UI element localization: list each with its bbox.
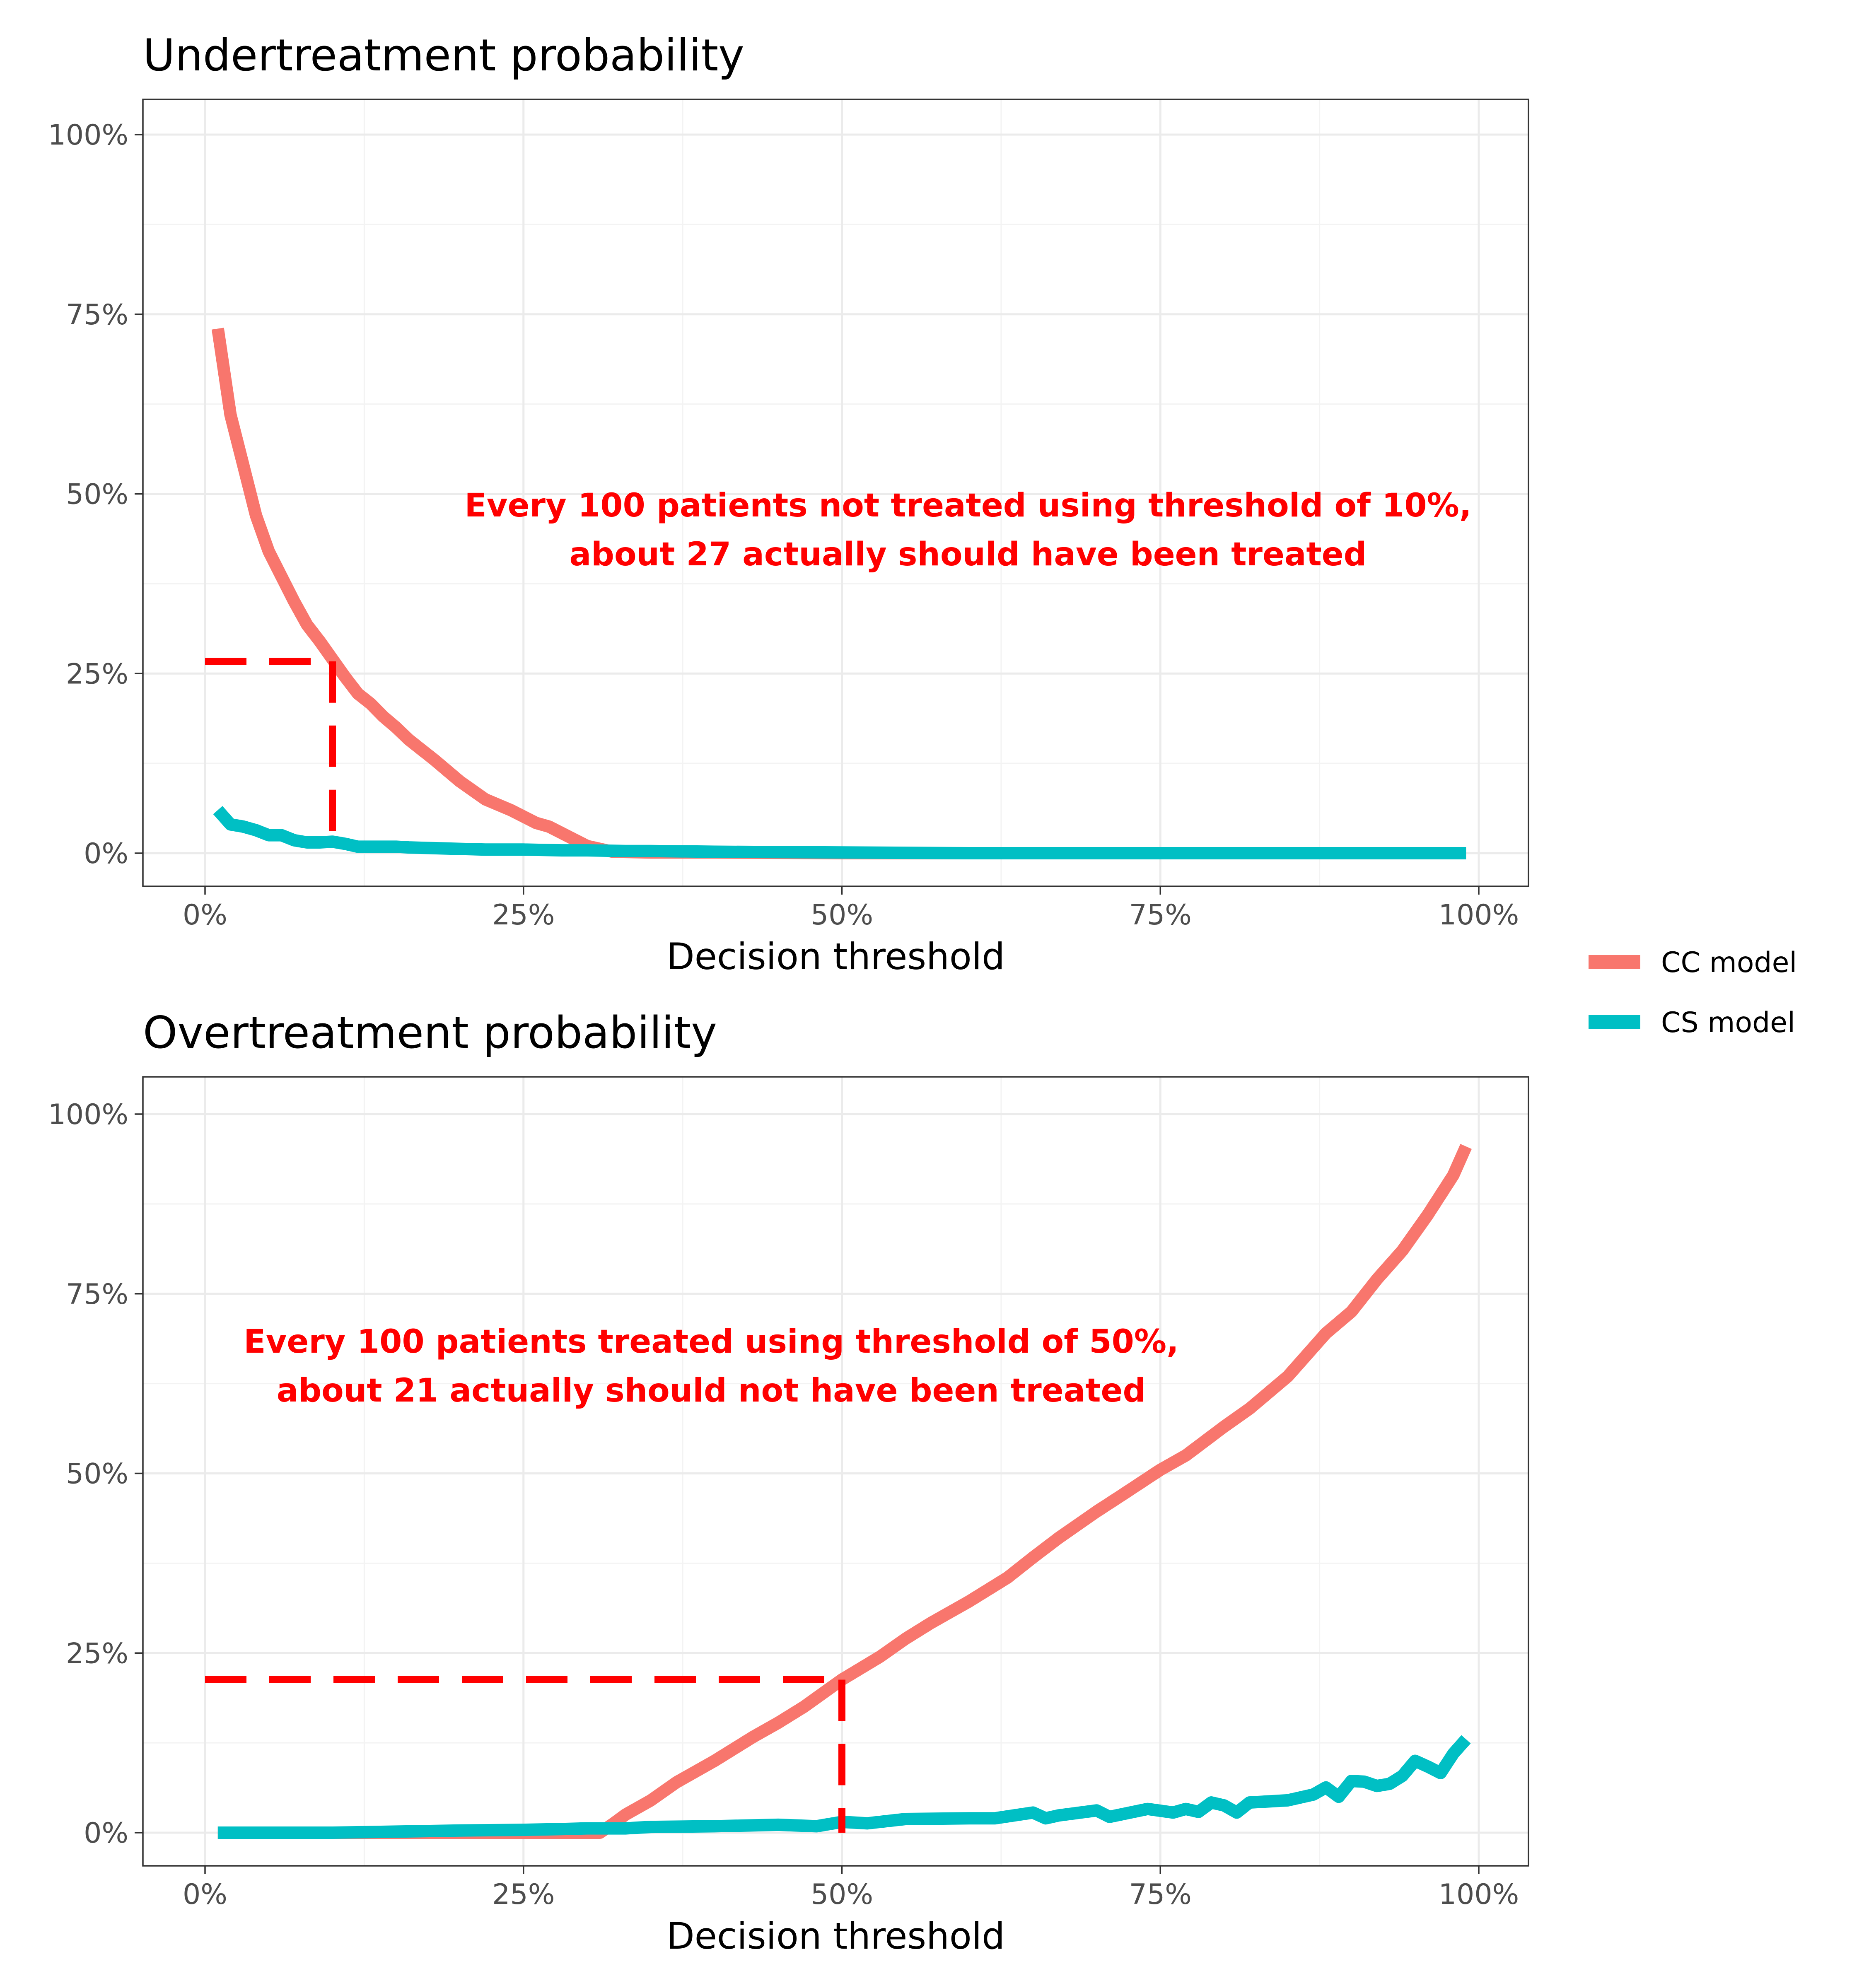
y-tick-label: 50% xyxy=(66,1458,128,1491)
x-tick-label: 75% xyxy=(1129,1878,1192,1911)
undertreatment-chart: Undertreatment probability Every 100 pat… xyxy=(48,30,1529,978)
y-tick-label: 0% xyxy=(84,837,128,870)
legend: CC model CS model xyxy=(1589,946,1797,1039)
cc-model-line xyxy=(217,1144,1472,1839)
x-tick-label: 100% xyxy=(1439,899,1519,931)
panel-border xyxy=(142,99,1529,887)
x-tick-label: 75% xyxy=(1129,899,1192,931)
axes: 0% 0% 25% 25% 50% 50% 75% 75% 100% 100% xyxy=(48,119,1519,931)
panel-border xyxy=(142,1076,1529,1867)
annotation-line-2: about 27 actually should have been treat… xyxy=(569,536,1367,573)
series-layer xyxy=(217,1144,1472,1839)
x-tick-label: 0% xyxy=(183,899,227,931)
overtreatment-chart: Overtreatment probability Every 100 pati… xyxy=(48,1007,1529,1957)
y-tick-label: 25% xyxy=(66,658,128,690)
y-tick-label: 75% xyxy=(66,299,128,331)
x-tick-label: 100% xyxy=(1439,1878,1519,1911)
reference-layer xyxy=(205,658,336,853)
cs-model-line xyxy=(213,806,1466,859)
x-tick-label: 0% xyxy=(183,1878,227,1911)
series-layer xyxy=(211,328,1466,859)
x-tick-label: 25% xyxy=(492,899,555,931)
legend-label-cs: CS model xyxy=(1661,1006,1795,1039)
annotation-line-1: Every 100 patients not treated using thr… xyxy=(465,487,1472,524)
x-axis-title: Decision threshold xyxy=(666,1915,1005,1957)
axes: 0% 0% 25% 25% 50% 50% 75% 75% 100% 100% xyxy=(48,1098,1519,1911)
grid xyxy=(143,1077,1528,1866)
grid xyxy=(143,99,1528,886)
y-tick-label: 25% xyxy=(66,1637,128,1670)
chart-title: Undertreatment probability xyxy=(143,30,744,81)
cs-model-line xyxy=(217,1735,1471,1839)
x-axis-title: Decision threshold xyxy=(666,935,1005,978)
chart-title: Overtreatment probability xyxy=(143,1007,717,1058)
y-tick-label: 75% xyxy=(66,1278,128,1311)
y-tick-label: 100% xyxy=(48,119,128,152)
y-tick-label: 50% xyxy=(66,478,128,511)
x-tick-label: 50% xyxy=(811,899,873,931)
panel-background xyxy=(143,1077,1528,1866)
x-tick-label: 25% xyxy=(492,1878,555,1911)
reference-layer xyxy=(205,1676,845,1833)
y-tick-label: 100% xyxy=(48,1098,128,1131)
y-tick-label: 0% xyxy=(84,1817,128,1850)
x-tick-label: 50% xyxy=(811,1878,873,1911)
legend-label-cc: CC model xyxy=(1661,946,1797,979)
annotation-line-1: Every 100 patients treated using thresho… xyxy=(244,1323,1178,1361)
annotation-line-2: about 21 actually should not have been t… xyxy=(277,1372,1146,1409)
